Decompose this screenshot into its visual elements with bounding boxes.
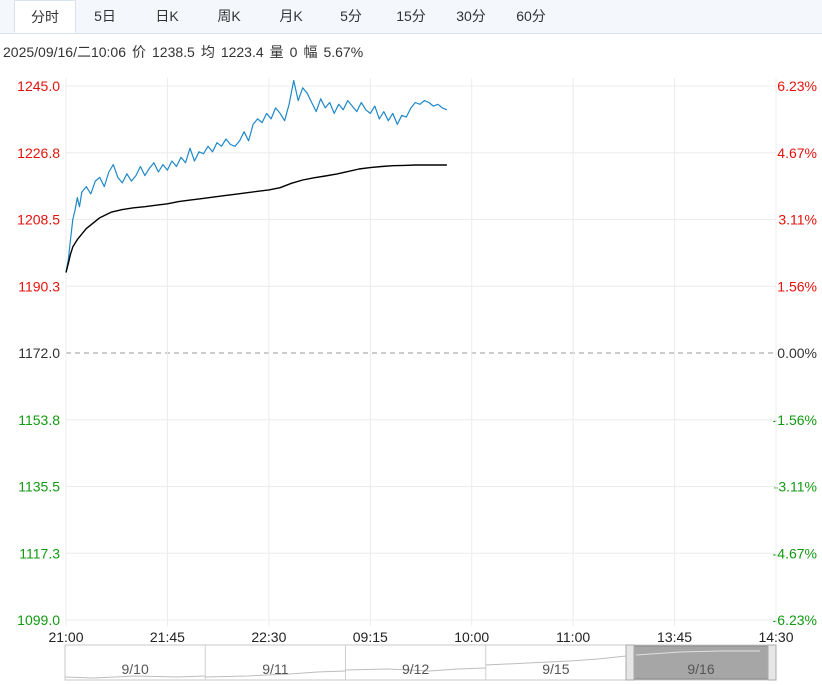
y-tick-label-7: 1117.3 bbox=[19, 545, 60, 561]
avg-label: 均 bbox=[200, 44, 215, 60]
y-tick-label-0: 1245.0 bbox=[17, 78, 60, 94]
average-price-line bbox=[65, 164, 447, 273]
y-tick-label-3: 1190.3 bbox=[18, 278, 60, 294]
x-tick-label-4: 10:00 bbox=[454, 629, 489, 645]
navigator-day-label-1: 9/11 bbox=[262, 661, 288, 677]
y-tick-label-6: 1135.5 bbox=[18, 479, 60, 495]
navigator-day-label-3: 9/15 bbox=[542, 661, 569, 677]
tab-6[interactable]: 5分 bbox=[340, 8, 362, 24]
volume-label: 量 bbox=[269, 44, 284, 60]
navigator-day-label-0: 9/10 bbox=[122, 661, 149, 677]
change-value: 5.67% bbox=[323, 44, 364, 60]
avg-value: 1223.4 bbox=[220, 44, 264, 60]
pct-tick-label-0: 6.23% bbox=[777, 78, 817, 94]
quote-datetime: 2025/09/16/二10:06 bbox=[3, 44, 126, 60]
price-line bbox=[65, 79, 448, 273]
navigator-trend-2 bbox=[345, 667, 486, 672]
pct-tick-label-2: 3.11% bbox=[778, 212, 817, 228]
tab-5[interactable]: 月K bbox=[279, 8, 303, 24]
navigator-trend-1 bbox=[205, 670, 346, 678]
navigator-day-label-2: 9/12 bbox=[402, 661, 429, 677]
tab-8[interactable]: 30分 bbox=[456, 8, 486, 24]
y-tick-label-1: 1226.8 bbox=[17, 145, 60, 161]
tab-4[interactable]: 周K bbox=[217, 8, 241, 24]
pct-tick-label-6: -3.11% bbox=[774, 479, 817, 495]
x-tick-label-5: 11:00 bbox=[556, 629, 590, 645]
tab-2[interactable]: 5日 bbox=[94, 8, 116, 24]
x-tick-label-6: 13:45 bbox=[657, 629, 692, 645]
tab-9[interactable]: 60分 bbox=[516, 8, 546, 24]
period-tab-bar bbox=[0, 0, 822, 34]
y-tick-label-4: 1172.0 bbox=[18, 345, 60, 361]
tab-1[interactable]: 分时 bbox=[14, 0, 76, 33]
x-tick-label-2: 22:30 bbox=[251, 629, 286, 645]
x-tick-label-3: 09:15 bbox=[353, 629, 388, 645]
price-label: 价 bbox=[132, 44, 146, 60]
y-tick-label-8: 1099.0 bbox=[17, 612, 60, 628]
tab-7[interactable]: 15分 bbox=[396, 8, 426, 24]
tab-3[interactable]: 日K bbox=[155, 8, 179, 24]
pct-tick-label-7: -4.67% bbox=[773, 545, 817, 561]
x-tick-label-7: 14:30 bbox=[758, 629, 793, 645]
navigator-trend-3 bbox=[485, 655, 627, 666]
quote-info-bar: 2025/09/16/二10:06 价 1238.5 均 1223.4 量 0 幅 5.67% bbox=[3, 42, 369, 62]
navigator-trend-0 bbox=[64, 675, 206, 679]
pct-tick-label-8: -6.23% bbox=[773, 612, 817, 628]
x-tick-label-1: 21:45 bbox=[150, 629, 185, 645]
change-label: 幅 bbox=[303, 44, 318, 60]
navigator-handle-right bbox=[767, 644, 777, 681]
pct-tick-label-1: 4.67% bbox=[777, 145, 817, 161]
y-tick-label-5: 1153.8 bbox=[18, 412, 60, 428]
pct-tick-label-5: -1.56% bbox=[773, 412, 817, 428]
pct-tick-label-3: 1.56% bbox=[777, 278, 817, 294]
navigator-day-label-4: 9/16 bbox=[687, 661, 714, 677]
volume-value: 0 bbox=[289, 44, 298, 60]
navigator-handle-left bbox=[625, 644, 635, 681]
price-value: 1238.5 bbox=[152, 44, 195, 60]
navigator-trend-selected bbox=[635, 650, 760, 656]
y-tick-label-2: 1208.5 bbox=[17, 212, 60, 228]
x-tick-label-0: 21:00 bbox=[48, 629, 83, 645]
pct-tick-label-4: 0.00% bbox=[777, 345, 817, 361]
